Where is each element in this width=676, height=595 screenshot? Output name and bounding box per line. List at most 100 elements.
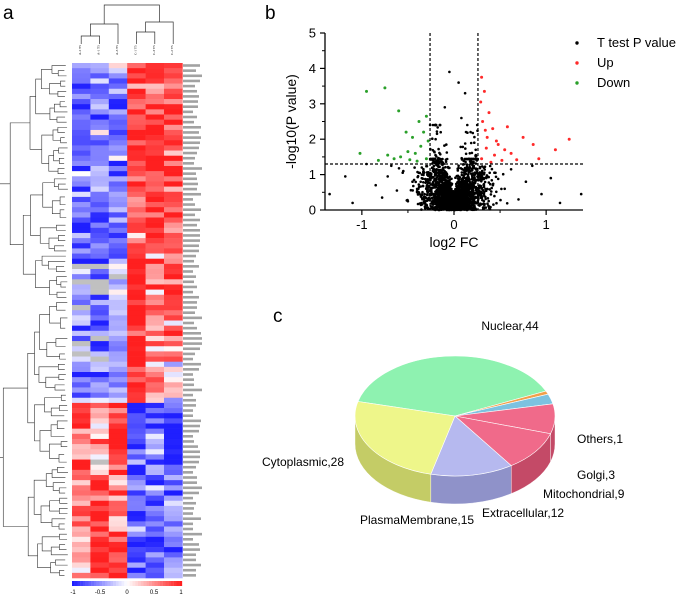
heatmap-cell [127, 171, 146, 177]
heatmap-cell [127, 253, 146, 259]
heatmap-cell [145, 382, 165, 388]
dendrogram-link [49, 306, 61, 324]
heatmap-cell [72, 232, 91, 239]
colorbar-segment [160, 581, 163, 586]
heatmap-cell [145, 212, 165, 218]
data-point-ns [487, 181, 491, 184]
heatmap-cell [127, 135, 146, 141]
heatmap-cell [90, 330, 110, 337]
heatmap-cell [108, 63, 128, 69]
row-label [183, 126, 201, 129]
data-point-down [424, 114, 428, 118]
data-point-ns [448, 195, 452, 199]
x-tick-label: 0 [450, 217, 457, 232]
heatmap-cell [108, 196, 128, 203]
data-point-ns [463, 172, 467, 175]
heatmap-cell [72, 480, 91, 486]
data-point-ns [444, 179, 448, 183]
heatmap-cell [72, 464, 91, 471]
data-point-ns [442, 200, 446, 204]
row-label [183, 352, 195, 356]
data-point-ns [505, 202, 509, 205]
row-label [183, 321, 194, 325]
heatmap-cell [164, 119, 183, 126]
dendrogram-link [27, 353, 35, 424]
data-point-up [489, 160, 493, 164]
heatmap-cell [72, 392, 91, 399]
dendrogram-link [54, 245, 67, 252]
heatmap-cell [164, 377, 183, 383]
heatmap-cell [164, 438, 183, 445]
heatmap-cell [72, 521, 91, 527]
heatmap-cell [164, 500, 183, 507]
heatmap-cell [145, 150, 165, 156]
data-point-down [417, 120, 421, 123]
data-point-ns [452, 200, 455, 204]
heatmap-cell [164, 93, 183, 100]
y-tick-label: 4 [309, 61, 316, 76]
heatmap-cell [127, 227, 146, 234]
heatmap-cell [127, 541, 146, 548]
x-axis-label: log2 FC [429, 234, 478, 250]
heatmap-cell [145, 392, 165, 399]
data-point-ns [489, 182, 492, 186]
heatmap-cell [90, 145, 110, 151]
heatmap-cell [164, 464, 183, 471]
heatmap-cell [164, 263, 183, 270]
data-point-ns [475, 167, 478, 170]
row-label [183, 383, 194, 387]
heatmap-cell [127, 377, 146, 383]
heatmap-cell [127, 274, 146, 280]
panel-label-a: a [3, 3, 14, 24]
heatmap-cell [108, 320, 128, 326]
data-point-up [480, 75, 484, 79]
data-point-t-test-p-value [549, 176, 553, 180]
row-label [183, 362, 201, 366]
data-point-ns [421, 184, 425, 188]
data-point-up [537, 157, 541, 161]
row-label [183, 543, 199, 546]
data-point-ns [437, 168, 441, 172]
colorbar-segment [124, 581, 128, 586]
row-label [183, 450, 200, 454]
data-point-ns [484, 195, 487, 199]
dendrogram-link [58, 183, 68, 190]
data-point-ns [412, 184, 415, 188]
heatmap-cell [108, 93, 128, 100]
heatmap-cell [90, 274, 110, 280]
data-point-ns [466, 199, 470, 203]
data-point-ns [416, 202, 420, 206]
heatmap-cell [90, 346, 110, 352]
data-point-ns [479, 174, 483, 177]
data-point-ns [435, 132, 439, 136]
colorbar-segment [173, 581, 177, 586]
data-point-t-test-p-value [540, 192, 543, 196]
heatmap-cell [164, 243, 183, 249]
data-point-ns [479, 190, 483, 193]
heatmap-cell [145, 83, 165, 90]
data-point-ns [435, 206, 438, 209]
heatmap-cell [127, 140, 146, 146]
data-point-ns [487, 204, 490, 208]
data-point-up [482, 89, 486, 93]
dendrogram-link [37, 543, 51, 568]
heatmap-cell [164, 289, 183, 296]
heatmap-cell [164, 562, 183, 568]
heatmap-cell [164, 232, 183, 239]
data-point-ns [468, 178, 471, 181]
data-point-ns [450, 177, 453, 181]
heatmap-cell [164, 356, 183, 362]
heatmap-cell [72, 366, 91, 373]
data-point-ns [436, 126, 440, 129]
heatmap-cell [145, 500, 165, 507]
row-label [183, 342, 202, 345]
row-label [183, 95, 199, 98]
data-point-t-test-p-value [463, 91, 467, 95]
data-point-ns [437, 147, 440, 151]
heatmap-cell [127, 145, 146, 151]
heatmap-cell [90, 547, 110, 553]
row-label [183, 517, 201, 520]
dendrogram-link [90, 23, 119, 44]
dendrogram-link [56, 420, 68, 429]
heatmap-cell [90, 475, 110, 481]
